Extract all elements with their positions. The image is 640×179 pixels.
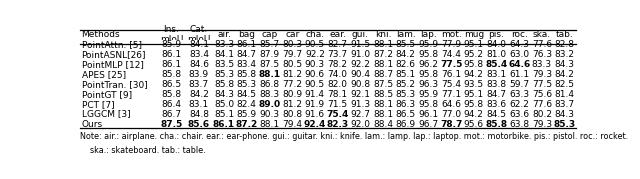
Text: ska.: skateboard. tab.: table.: ska.: skateboard. tab.: table.: [80, 146, 205, 154]
Text: Note: air.: airplane. cha.: chair. ear.: ear-phone. gui.: guitar. kni.: knife. l: Note: air.: airplane. cha.: chair. ear.:…: [80, 132, 628, 141]
